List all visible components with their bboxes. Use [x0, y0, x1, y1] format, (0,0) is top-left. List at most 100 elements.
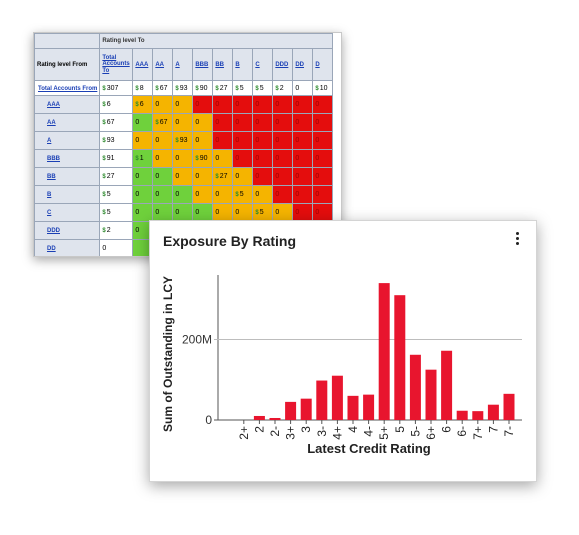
cell-value: 0 [315, 101, 320, 108]
dollar-icon[interactable]: $ [102, 120, 106, 126]
rating-row-link[interactable]: DD [47, 246, 56, 252]
total-accounts-from-link[interactable]: Total Accounts From [38, 85, 98, 92]
cell-value: 6 [139, 101, 144, 108]
rating-row-label: AA [34, 113, 101, 132]
dollar-icon[interactable]: $ [155, 120, 159, 126]
migration-cell: $27 [212, 167, 234, 186]
cell-value: 1 [139, 155, 144, 162]
dollar-icon[interactable]: $ [235, 192, 239, 198]
migration-cell: 0 [292, 95, 314, 114]
row-total-cell: 0 [99, 239, 134, 256]
cell-value: 0 [295, 191, 300, 198]
cell-value: 0 [315, 137, 320, 144]
rating-row-label: AAA [34, 95, 101, 114]
rating-row-link[interactable]: AA [47, 120, 56, 126]
column-header-a: A [172, 48, 194, 81]
dollar-icon[interactable]: $ [102, 138, 106, 144]
dollar-icon[interactable]: $ [215, 85, 219, 92]
cell-value: 93 [106, 137, 115, 144]
dollar-icon[interactable]: $ [315, 85, 319, 92]
migration-cell: 0 [212, 185, 234, 204]
column-header-link[interactable]: Total Accounts To [102, 54, 130, 74]
column-header-link[interactable]: C [255, 61, 260, 68]
cell-value: 0 [135, 209, 140, 216]
rating-level-from-label: Rating level From [34, 48, 101, 81]
dollar-icon[interactable]: $ [235, 85, 239, 92]
cell-value: 0 [235, 137, 240, 144]
x-tick-label: 6+ [424, 426, 438, 440]
total-cell: $307 [99, 80, 134, 96]
dollar-icon[interactable]: $ [102, 228, 106, 234]
kebab-menu-icon[interactable] [514, 232, 520, 246]
row-total-cell: $2 [99, 221, 134, 240]
dollar-icon[interactable]: $ [195, 156, 199, 162]
table-header-row-to: Rating level To [34, 33, 334, 49]
dollar-icon[interactable]: $ [255, 85, 259, 92]
dollar-icon[interactable]: $ [102, 156, 106, 162]
column-header-link[interactable]: A [175, 61, 180, 68]
dollar-icon[interactable]: $ [195, 85, 199, 92]
total-cell: $67 [152, 80, 174, 96]
row-total-cell: $5 [99, 203, 134, 222]
cell-value: 0 [255, 191, 260, 198]
dollar-icon[interactable]: $ [215, 174, 219, 180]
column-header-link[interactable]: DD [295, 61, 305, 68]
column-header-aaa: AAA [132, 48, 154, 81]
dollar-icon[interactable]: $ [155, 85, 159, 92]
dollar-icon[interactable]: $ [102, 210, 106, 216]
rating-row-link[interactable]: A [47, 138, 52, 144]
migration-cell: $5 [252, 203, 274, 222]
rating-row-link[interactable]: BB [47, 174, 56, 180]
migration-cell: 0 [272, 185, 294, 204]
dollar-icon[interactable]: $ [135, 156, 139, 162]
rating-row-link[interactable]: C [47, 210, 52, 216]
dollar-icon[interactable]: $ [175, 85, 179, 92]
dollar-icon[interactable]: $ [102, 102, 106, 108]
rating-row-link[interactable]: BBB [47, 156, 60, 162]
cell-value: 0 [175, 101, 180, 108]
column-header-link[interactable]: B [235, 61, 240, 68]
dollar-icon[interactable]: $ [102, 85, 106, 92]
cell-value: 0 [215, 155, 220, 162]
cell-value: 0 [155, 101, 160, 108]
dollar-icon[interactable]: $ [102, 192, 106, 198]
migration-cell: 0 [292, 131, 314, 150]
column-header-link[interactable]: BB [215, 61, 225, 68]
x-tick-label: 6- [455, 426, 469, 437]
migration-cell: 0 [232, 131, 254, 150]
cell-value: 0 [235, 173, 240, 180]
dollar-icon[interactable]: $ [102, 174, 106, 180]
cell-value: 0 [295, 119, 300, 126]
cell-value: 27 [219, 173, 228, 180]
x-axis-title: Latest Credit Rating [307, 441, 431, 456]
rating-migration-panel: Rating level To Rating level From Total Ac… [33, 32, 342, 257]
migration-cell: 0 [272, 131, 294, 150]
row-total-cell: $27 [99, 167, 134, 186]
migration-cell: 0 [212, 95, 234, 114]
dollar-icon[interactable]: $ [275, 85, 279, 92]
bar [487, 404, 499, 420]
dollar-icon[interactable]: $ [175, 138, 179, 144]
cell-value: 0 [195, 209, 200, 216]
column-header-link[interactable]: AA [155, 61, 165, 68]
rating-row-link[interactable]: DDD [47, 228, 60, 234]
column-header-link[interactable]: BBB [195, 61, 209, 68]
migration-cell: 0 [232, 149, 254, 168]
total-cell: $5 [252, 80, 274, 96]
migration-cell: 0 [172, 203, 194, 222]
rating-row-link[interactable]: B [47, 192, 52, 198]
dollar-icon[interactable]: $ [255, 210, 259, 216]
y-tick-label: 0 [205, 413, 212, 427]
column-header-link[interactable]: AAA [135, 61, 149, 68]
cell-value: 0 [275, 155, 280, 162]
row-total-cell: $91 [99, 149, 134, 168]
x-tick-label: 5+ [377, 426, 391, 440]
rating-row-link[interactable]: AAA [47, 102, 60, 108]
row-total-cell: $5 [99, 185, 134, 204]
dollar-icon[interactable]: $ [135, 102, 139, 108]
column-header-link[interactable]: DDD [275, 61, 289, 68]
column-header-link[interactable]: D [315, 61, 320, 68]
cell-value: 90 [199, 155, 208, 162]
migration-cell: 0 [232, 95, 254, 114]
dollar-icon[interactable]: $ [135, 85, 139, 92]
